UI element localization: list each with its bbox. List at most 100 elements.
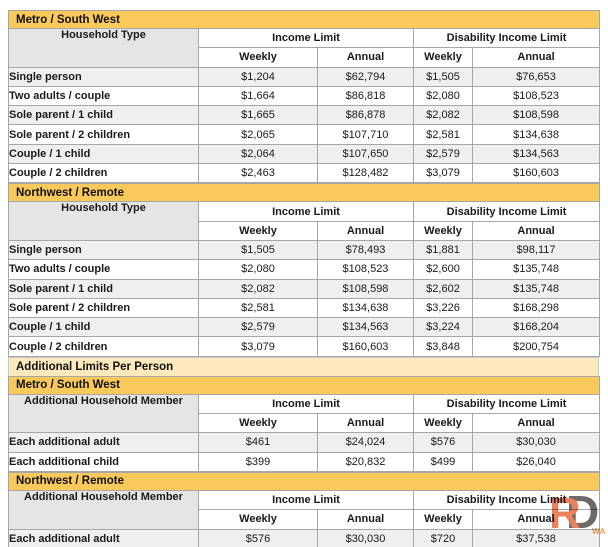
value-cell: $78,493 <box>317 239 414 261</box>
value-cell: $24,024 <box>317 432 414 453</box>
annual-header: Annual <box>317 509 414 530</box>
value-cell: $3,226 <box>413 297 473 319</box>
table-row: Sole parent / 1 child $2,082 $108,598 $2… <box>8 278 601 299</box>
row-label: Sole parent / 2 children <box>8 297 199 319</box>
table-subheader-row: Weekly Annual Weekly Annual <box>9 413 601 434</box>
section-band: Northwest / Remote <box>7 183 601 203</box>
value-cell: $20,832 <box>317 451 414 472</box>
value-cell: $30,030 <box>471 432 601 453</box>
table-row: Sole parent / 1 child $1,665 $86,878 $2,… <box>8 105 601 126</box>
value-cell: $98,117 <box>471 239 601 261</box>
weekly-header: Weekly <box>198 509 318 530</box>
tables-container: Metro / South West Household Type Income… <box>7 10 601 547</box>
value-cell: $2,581 <box>198 297 318 319</box>
value-cell: $2,082 <box>413 105 473 126</box>
value-cell: $2,579 <box>413 143 473 165</box>
table-row: Each additional adult $576 $30,030 $720 … <box>8 528 601 547</box>
value-cell: $499 <box>413 451 473 472</box>
weekly-header: Weekly <box>413 509 473 530</box>
value-cell: $134,638 <box>317 297 414 319</box>
value-cell: $576 <box>198 528 318 547</box>
section-band-label: Northwest / Remote <box>7 471 601 491</box>
value-cell: $160,603 <box>317 336 414 357</box>
value-cell: $3,079 <box>413 163 473 184</box>
value-cell: $1,664 <box>198 85 318 107</box>
value-cell: $108,523 <box>471 85 601 107</box>
disability-income-limit-header: Disability Income Limit <box>412 393 601 415</box>
disability-income-limit-header: Disability Income Limit <box>412 27 601 49</box>
row-label: Sole parent / 1 child <box>8 278 199 299</box>
weekly-header: Weekly <box>198 220 318 241</box>
table-header-row: Household Type Income Limit Disability I… <box>8 201 601 241</box>
value-cell: $135,748 <box>471 259 601 280</box>
value-cell: $2,080 <box>413 85 473 107</box>
value-cell: $1,204 <box>198 66 318 87</box>
value-cell: $107,710 <box>317 124 414 145</box>
row-label: Couple / 1 child <box>8 317 199 338</box>
table-row: Couple / 2 children $2,463 $128,482 $3,0… <box>8 163 601 184</box>
value-cell: $576 <box>413 432 473 453</box>
income-limits-table-northwest-remote: Northwest / Remote Household Type Income… <box>7 183 601 357</box>
annual-header: Annual <box>317 413 414 434</box>
table-row: Two adults / couple $2,080 $108,523 $2,6… <box>8 259 601 280</box>
value-cell: $168,298 <box>471 297 601 319</box>
value-cell: $108,598 <box>317 278 414 299</box>
value-cell: $2,602 <box>413 278 473 299</box>
weekly-header: Weekly <box>198 413 318 434</box>
table-row: Couple / 1 child $2,064 $107,650 $2,579 … <box>8 143 601 165</box>
section-band: Northwest / Remote <box>7 471 601 491</box>
income-limit-header: Income Limit <box>198 489 414 511</box>
value-cell: $86,818 <box>317 85 414 107</box>
table-row: Each additional child $399 $20,832 $499 … <box>8 451 601 472</box>
annual-header: Annual <box>317 47 414 68</box>
annual-header: Annual <box>471 509 601 530</box>
weekly-header: Weekly <box>413 47 473 68</box>
value-cell: $3,079 <box>198 336 318 357</box>
row-label: Each additional adult <box>8 432 199 453</box>
annual-header: Annual <box>471 413 601 434</box>
table-subheader-row: Weekly Annual Weekly Annual <box>9 509 601 530</box>
value-cell: $2,082 <box>198 278 318 299</box>
value-cell: $26,040 <box>471 451 601 472</box>
additional-limits-table-northwest-remote: Northwest / Remote Additional Household … <box>7 471 601 547</box>
value-cell: $399 <box>198 451 318 472</box>
income-limit-header: Income Limit <box>198 201 414 222</box>
section-band-label: Metro / South West <box>7 10 601 29</box>
row-label: Each additional child <box>8 451 199 472</box>
value-cell: $1,505 <box>198 239 318 261</box>
value-cell: $2,065 <box>198 124 318 145</box>
value-cell: $461 <box>198 432 318 453</box>
value-cell: $3,848 <box>413 336 473 357</box>
table-row: Couple / 1 child $2,579 $134,563 $3,224 … <box>8 317 601 338</box>
value-cell: $134,638 <box>471 124 601 145</box>
row-label: Two adults / couple <box>8 259 199 280</box>
value-cell: $86,878 <box>317 105 414 126</box>
disability-income-limit-header: Disability Income Limit <box>412 489 601 511</box>
value-cell: $108,523 <box>317 259 414 280</box>
value-cell: $2,581 <box>413 124 473 145</box>
additional-member-header: Additional Household Member <box>8 393 199 434</box>
value-cell: $200,754 <box>471 336 601 357</box>
table-subheader-row: Weekly Annual Weekly Annual <box>9 47 601 68</box>
income-limits-table-metro-southwest: Metro / South West Household Type Income… <box>7 10 601 184</box>
value-cell: $720 <box>413 528 473 547</box>
row-label: Sole parent / 2 children <box>8 124 199 145</box>
value-cell: $2,080 <box>198 259 318 280</box>
income-limit-header: Income Limit <box>198 27 414 49</box>
additional-limits-table-metro-southwest: Metro / South West Additional Household … <box>7 375 601 472</box>
row-label: Couple / 1 child <box>8 143 199 165</box>
household-type-header: Household Type <box>8 28 199 68</box>
section-band-label: Northwest / Remote <box>7 183 601 203</box>
table-row: Couple / 2 children $3,079 $160,603 $3,8… <box>8 336 601 357</box>
value-cell: $30,030 <box>317 528 414 547</box>
value-cell: $62,794 <box>317 66 414 87</box>
value-cell: $1,505 <box>413 66 473 87</box>
table-row: Single person $1,505 $78,493 $1,881 $98,… <box>8 239 601 261</box>
household-type-header: Household Type <box>8 201 199 241</box>
row-label: Couple / 2 children <box>8 336 199 357</box>
weekly-header: Weekly <box>413 220 473 241</box>
row-label: Single person <box>8 66 199 87</box>
section-band: Metro / South West <box>7 10 601 29</box>
value-cell: $128,482 <box>317 163 414 184</box>
value-cell: $3,224 <box>413 317 473 338</box>
